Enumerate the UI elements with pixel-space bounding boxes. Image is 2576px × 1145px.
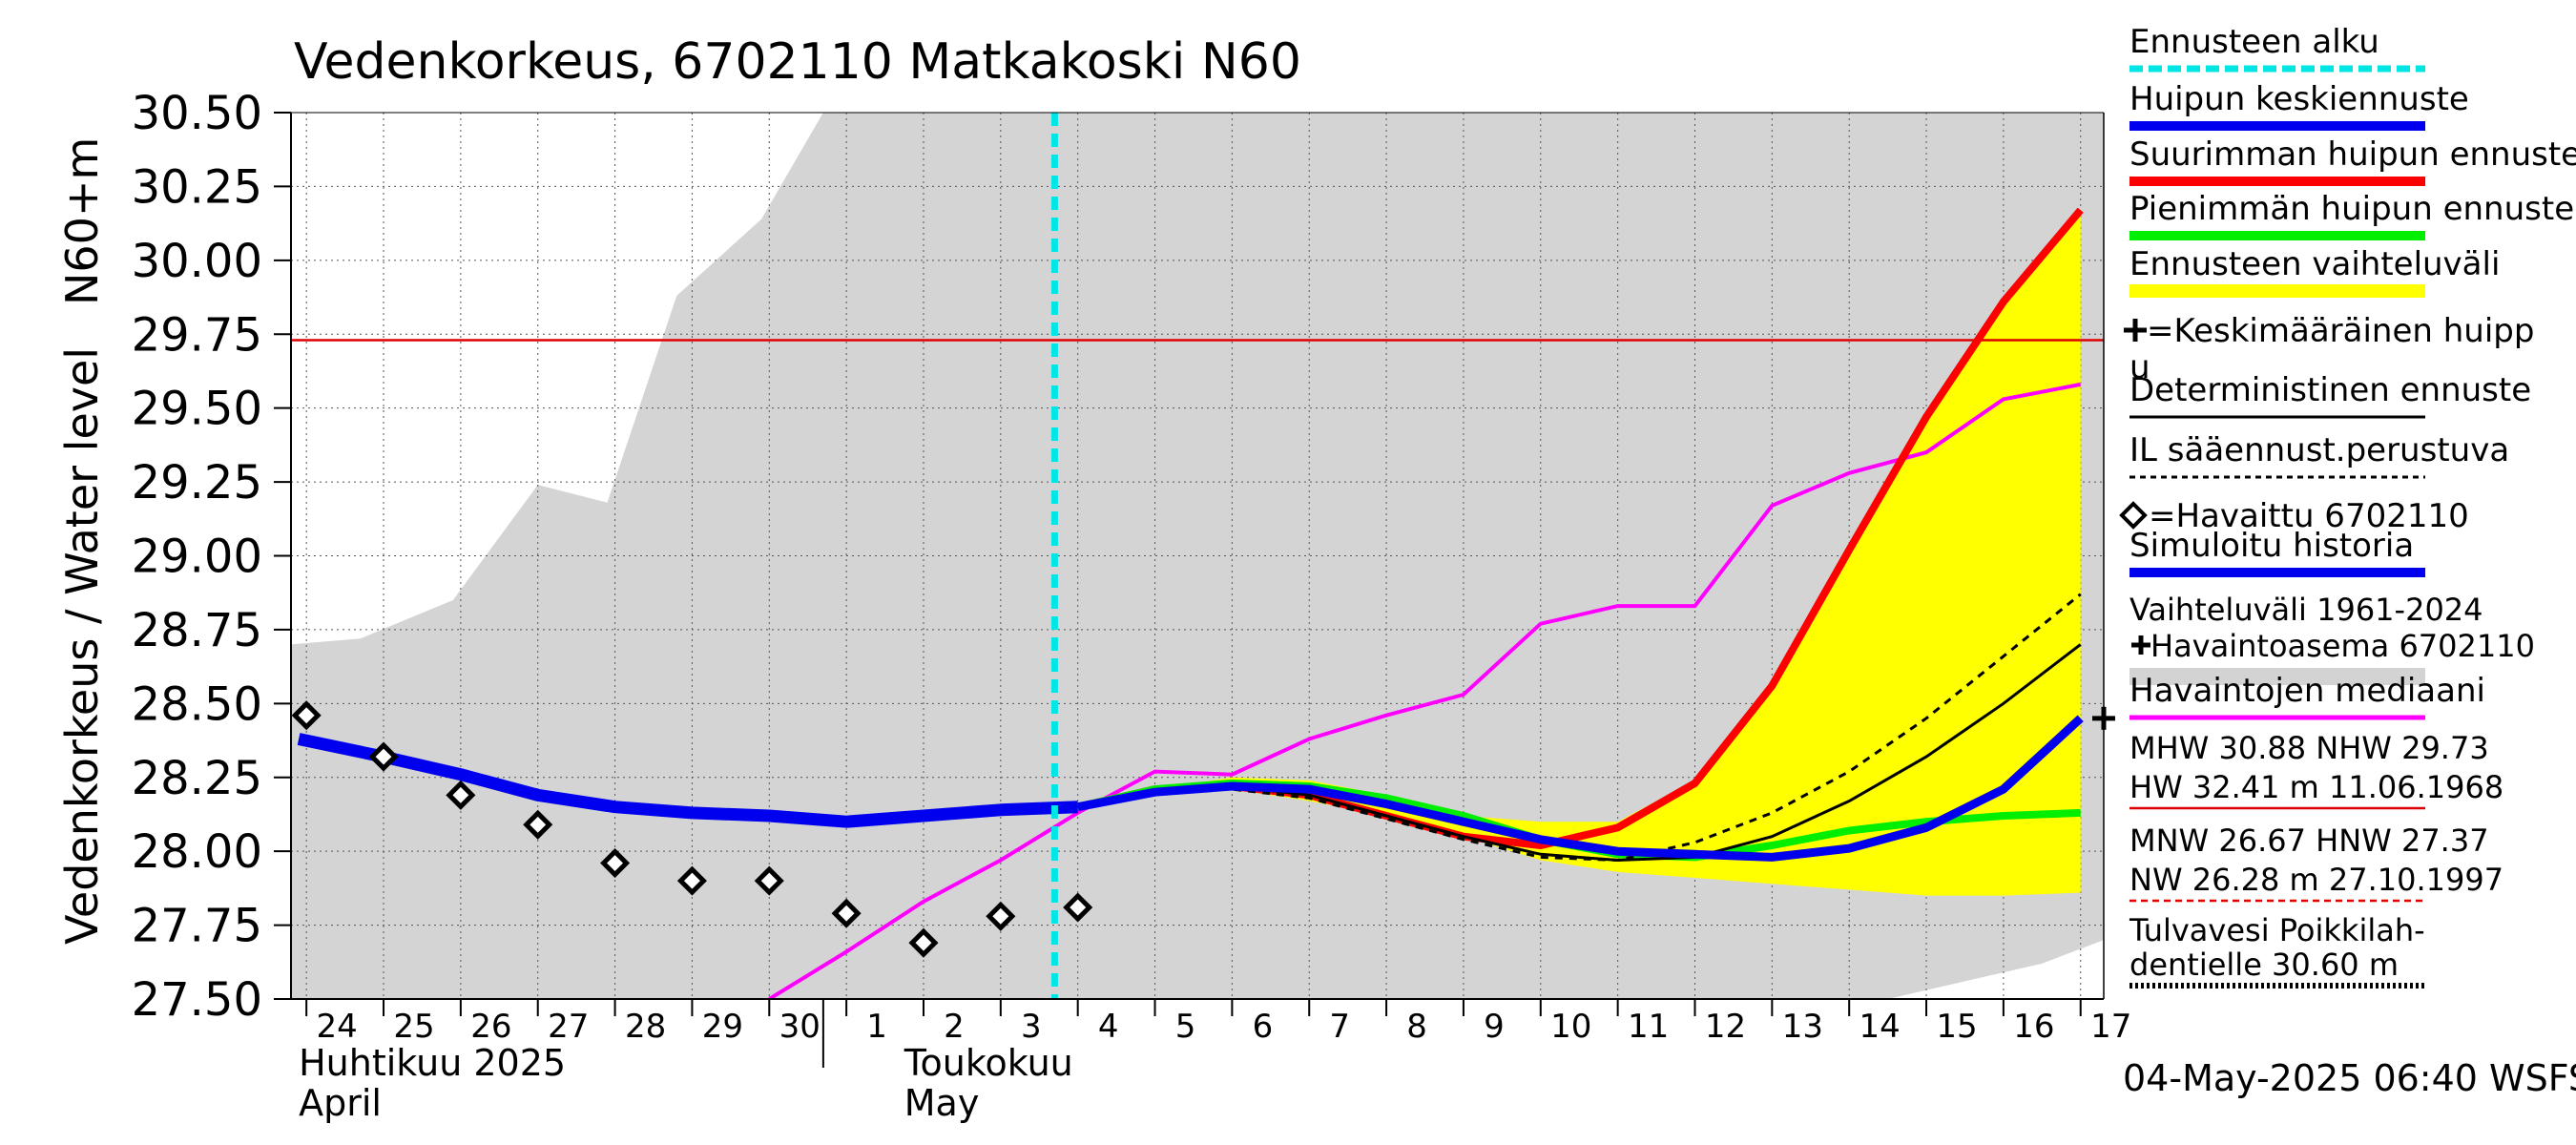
- x-tick-label: 25: [393, 1008, 434, 1046]
- legend-label: Vaihteluväli 1961-2024: [2129, 592, 2483, 628]
- x-tick-label: 17: [2090, 1008, 2131, 1046]
- legend-label: Suurimman huipun ennuste: [2129, 135, 2576, 174]
- month-label: Huhtikuu 2025: [299, 1042, 566, 1084]
- axes: 27.50 27.75 28.00 28.25 28.50 28.75 29.00 29.25…: [56, 33, 2131, 1124]
- mean-peak-forecast-line: [1076, 715, 2084, 862]
- x-tick-label: 2: [944, 1008, 965, 1046]
- y-tick-label: 30.00: [132, 235, 262, 288]
- y-axis-label: Vedenkorkeus / Water level: [56, 347, 108, 945]
- month-label: Toukokuu: [904, 1042, 1073, 1084]
- y-tick-label: 29.25: [132, 456, 262, 510]
- y-tick-label: 29.00: [132, 531, 262, 584]
- il-forecast-line: [1077, 593, 2082, 863]
- x-tick-label: 8: [1406, 1008, 1427, 1046]
- footer-timestamp: 04-May-2025 06:40 WSFS-O: [2123, 1057, 2576, 1099]
- observed-point: [831, 898, 862, 928]
- y-tick-label: 30.25: [132, 160, 262, 214]
- x-tick-label: 28: [625, 1008, 666, 1046]
- x-tick-label: 26: [470, 1008, 511, 1046]
- legend-label: Ennusteen vaihteluväli: [2129, 245, 2500, 283]
- legend-diamond-icon: [2119, 501, 2148, 530]
- observed-point: [368, 741, 399, 772]
- legend-label: Deterministinen ennuste: [2129, 371, 2531, 409]
- stats-nw: NW 26.28 m 27.10.1997: [2129, 862, 2503, 898]
- observed-point: [600, 848, 631, 879]
- y-tick-label: 28.00: [132, 825, 262, 879]
- x-tick-label: 27: [548, 1008, 589, 1046]
- legend-label: Huipun keskiennuste: [2129, 80, 2469, 118]
- stats-mnw: MNW 26.67 HNW 27.37: [2129, 822, 2489, 859]
- month-label-en: May: [904, 1082, 980, 1124]
- legend-label-cont: u: [2129, 348, 2150, 386]
- x-tick-label: 13: [1782, 1008, 1823, 1046]
- y-tick-label: 30.50: [132, 87, 262, 140]
- legend-label: Pienimmän huipun ennuste: [2129, 190, 2574, 228]
- x-tick-label: 10: [1550, 1008, 1591, 1046]
- stats-mhw: MHW 30.88 NHW 29.73: [2129, 730, 2489, 766]
- x-tick-label: 29: [702, 1008, 743, 1046]
- y-tick-label: 29.50: [132, 383, 262, 436]
- y-tick-label: 27.75: [132, 900, 262, 953]
- median-line: [768, 382, 2082, 999]
- legend: Ennusteen alku Huipun keskiennuste Suurimm…: [2119, 23, 2576, 989]
- observed-point: [523, 809, 553, 840]
- x-tick-label: 12: [1705, 1008, 1746, 1046]
- legend-label-cont: Havaintoasema 6702110: [2150, 628, 2535, 664]
- y-tick-label: 28.50: [132, 677, 262, 731]
- stats-flood-2: dentielle 30.60 m: [2129, 947, 2399, 983]
- x-tick-label: 24: [317, 1008, 358, 1046]
- observed-point: [908, 927, 939, 958]
- observed-point: [291, 700, 322, 731]
- observed-point: [676, 865, 707, 896]
- x-tick-label: 3: [1021, 1008, 1042, 1046]
- x-tick-label: 6: [1253, 1008, 1274, 1046]
- legend-swatch: [2129, 668, 2425, 685]
- month-label-en: April: [299, 1082, 382, 1124]
- legend-label: =Havaittu 6702110: [2149, 497, 2469, 535]
- observed-point: [754, 865, 784, 896]
- observed-point: [986, 901, 1016, 931]
- legend-label: IL sääennust.perustuva: [2129, 431, 2509, 469]
- legend-label: Simuloitu historia: [2129, 527, 2414, 565]
- y-tick-label: 28.25: [132, 752, 262, 805]
- x-tick-label: 16: [2013, 1008, 2054, 1046]
- x-tick-label: 4: [1098, 1008, 1119, 1046]
- x-tick-label: 1: [866, 1008, 887, 1046]
- y-tick-label: 27.50: [132, 973, 262, 1027]
- legend-label: Ennusteen alku: [2129, 23, 2379, 61]
- y-tick-label: 28.75: [132, 604, 262, 657]
- forecast-range-band: [1077, 210, 2081, 896]
- x-tick-label: 15: [1936, 1008, 1977, 1046]
- x-tick-label: 14: [1859, 1008, 1901, 1046]
- legend-label: Havaintojen mediaani: [2129, 672, 2485, 710]
- x-tick-label: 5: [1175, 1008, 1196, 1046]
- legend-label: =Keskimääräinen huipp: [2147, 312, 2534, 350]
- y-axis-label-top: N60+m: [56, 137, 108, 305]
- observed-point: [446, 780, 476, 810]
- x-tick-label: 9: [1484, 1008, 1505, 1046]
- chart-title: Vedenkorkeus, 6702110 Matkakoski N60: [294, 33, 1301, 91]
- stats-flood-1: Tulvavesi Poikkilah-: [2129, 912, 2425, 948]
- simulated-history-line: [297, 733, 1078, 828]
- x-tick-label: 7: [1329, 1008, 1350, 1046]
- observed-point: [1063, 892, 1093, 923]
- plot-area: [291, 113, 2104, 999]
- x-tick-label: 30: [779, 1008, 821, 1046]
- x-tick-label: 11: [1628, 1008, 1669, 1046]
- y-tick-label: 29.75: [132, 308, 262, 362]
- stats-hw: HW 32.41 m 11.06.1968: [2129, 769, 2503, 805]
